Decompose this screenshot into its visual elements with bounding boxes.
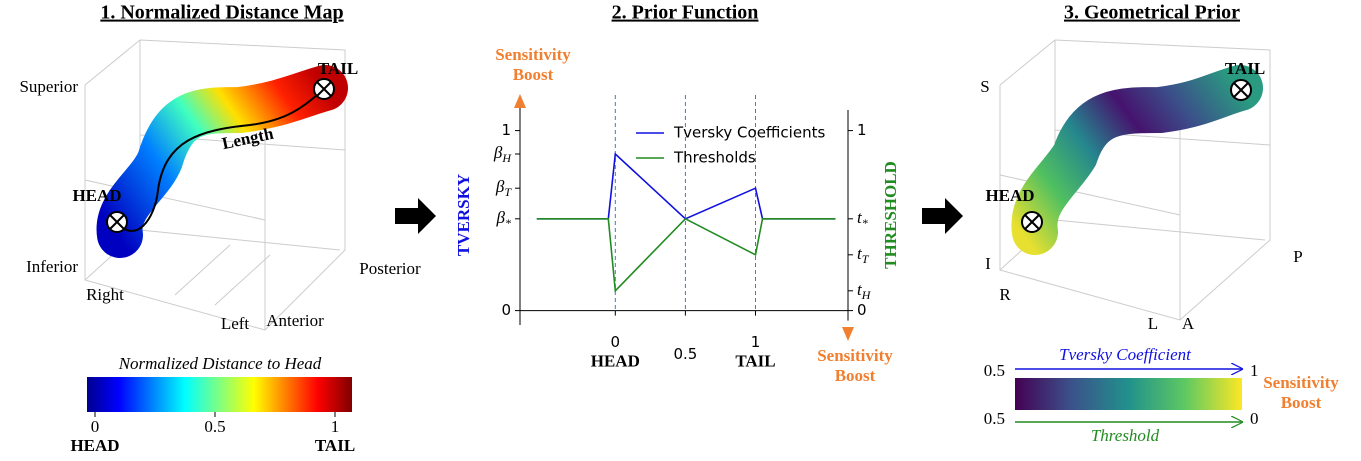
- axis-label: Superior: [19, 77, 78, 96]
- colorbar-end-label: 0.5: [984, 361, 1005, 380]
- y2-tick-label: 1: [857, 121, 867, 139]
- x-tick-label: 0.5: [673, 345, 697, 363]
- colorbar-end: TAIL: [315, 436, 355, 455]
- y-tick-label: 1: [501, 121, 511, 139]
- y-axis-label: TVERSKY: [454, 174, 473, 256]
- series-line: [537, 219, 836, 291]
- head-label: HEAD: [985, 186, 1034, 205]
- annotation: Sensitivity Boost: [478, 45, 588, 85]
- panel-title: 3. Geometrical Prior: [1064, 2, 1240, 24]
- head-marker: [1022, 212, 1042, 232]
- figure: 1. Normalized Distance Map TAIL HEAD Len…: [0, 0, 1361, 461]
- y-tick-label: 0: [501, 301, 511, 319]
- y2-tick-label: t*: [857, 208, 868, 230]
- prior-map-shape: [1034, 88, 1240, 232]
- panel-title: 1. Normalized Distance Map: [100, 2, 343, 24]
- colorbar-side-label: Sensitivity Boost: [1246, 373, 1356, 413]
- tail-marker: [314, 79, 334, 99]
- colorbar-start: HEAD: [70, 436, 119, 455]
- y-tick-label: βH: [493, 143, 512, 165]
- axis-label: R: [999, 285, 1011, 304]
- distance-map-shape: [120, 88, 325, 235]
- boost-arrow-down: [842, 327, 854, 341]
- annotation: Sensitivity Boost: [800, 346, 910, 386]
- colorbar: [87, 377, 352, 412]
- colorbar-tick-label: 0: [91, 417, 100, 436]
- x-tick-label: 1: [751, 333, 761, 351]
- colorbar-top-label: Tversky Coefficient: [1059, 345, 1192, 364]
- colorbar-title: Normalized Distance to Head: [118, 354, 322, 373]
- head-marker: [107, 212, 127, 232]
- y2-tick-label: tT: [857, 244, 870, 266]
- y-tick-label: β*: [496, 208, 511, 230]
- axis-label: Anterior: [266, 311, 324, 330]
- colorbar-tick-label: 1: [331, 417, 340, 436]
- y2-tick-label: tH: [857, 280, 872, 302]
- axis-label: S: [980, 77, 989, 96]
- x-tick-label: 0: [611, 333, 621, 351]
- axis-label: Left: [221, 314, 250, 333]
- colorbar: [1015, 378, 1242, 410]
- axis-label: P: [1293, 247, 1302, 266]
- axis-label: I: [985, 254, 991, 273]
- flow-arrow: [922, 198, 963, 234]
- axis-label: Posterior: [359, 259, 421, 278]
- axis-label: A: [1182, 314, 1195, 333]
- colorbar-bottom-label: Threshold: [1091, 426, 1160, 445]
- y2-tick-label: 0: [857, 301, 867, 319]
- legend-label: Tversky Coefficients: [673, 124, 825, 142]
- tail-marker: [1231, 80, 1251, 100]
- legend-label: Thresholds: [673, 149, 756, 167]
- tail-label: TAIL: [1225, 59, 1265, 78]
- canvas: 1. Normalized Distance Map TAIL HEAD Len…: [0, 0, 1361, 461]
- axis-label: Inferior: [26, 257, 78, 276]
- y-tick-label: βT: [495, 177, 512, 199]
- colorbar-tick-label: 0.5: [204, 417, 225, 436]
- x-annotation: HEAD: [591, 352, 640, 371]
- tail-label: TAIL: [318, 59, 358, 78]
- axis-label: Right: [86, 285, 124, 304]
- y2-axis-label: THRESHOLD: [881, 161, 900, 269]
- axis-label: L: [1148, 314, 1158, 333]
- colorbar-end-label: 0.5: [984, 409, 1005, 428]
- x-annotation: TAIL: [735, 352, 775, 371]
- boost-arrow-up: [514, 94, 526, 108]
- panel-title: 2. Prior Function: [612, 2, 759, 24]
- head-label: HEAD: [72, 186, 121, 205]
- flow-arrow: [395, 198, 436, 234]
